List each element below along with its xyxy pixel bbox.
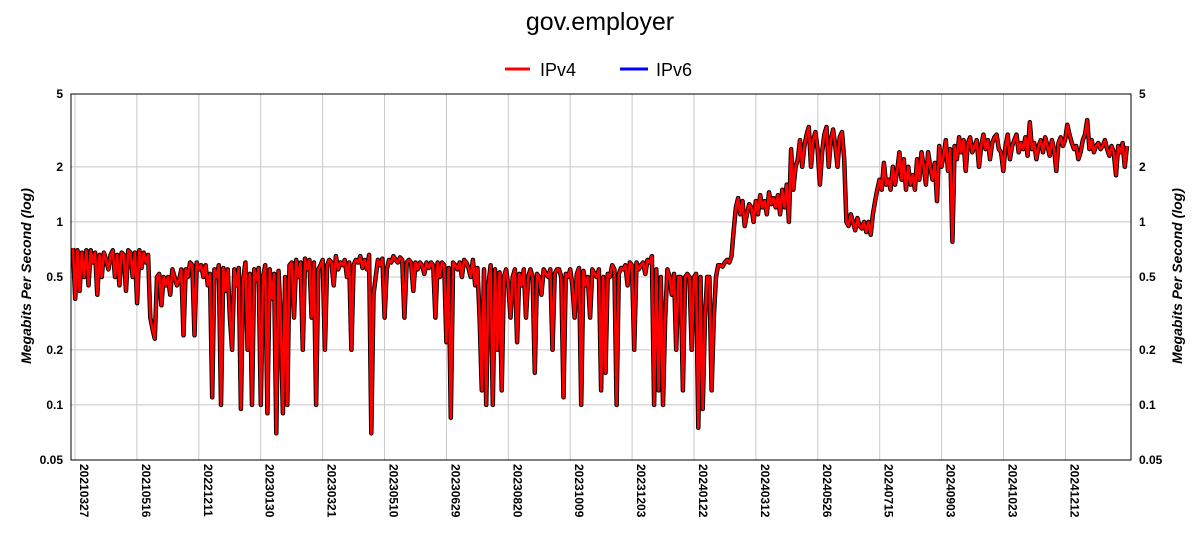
x-tick-label: 20231009 xyxy=(572,464,586,518)
x-tick-label: 20230321 xyxy=(325,464,339,518)
y-tick-label-left: 0.1 xyxy=(46,398,63,412)
y-axis-title-right: Megabits Per Second (log) xyxy=(1169,188,1185,364)
y-tick-label-right: 0.2 xyxy=(1139,343,1156,357)
x-tick-label: 20230629 xyxy=(448,464,462,518)
y-tick-label-right: 0.05 xyxy=(1139,453,1163,467)
y-tick-label-right: 0.5 xyxy=(1139,270,1156,284)
x-tick-label: 20240312 xyxy=(758,464,772,518)
x-tick-label: 20241212 xyxy=(1067,464,1081,518)
y-axis-ticks: 0.05 0.05 0.1 0.1 0.2 0.2 0.5 0.5 1 1 2 2 5 5 xyxy=(40,87,1163,467)
x-tick-label: 20240903 xyxy=(944,464,958,518)
legend-item-ipv6: IPv6 xyxy=(620,60,692,80)
y-tick-label-right: 0.1 xyxy=(1139,398,1156,412)
y-tick-label-left: 0.5 xyxy=(46,270,63,284)
x-tick-label: 20240122 xyxy=(696,464,710,518)
y-tick-label-left: 1 xyxy=(56,215,63,229)
legend: IPv4 IPv6 xyxy=(505,60,692,80)
y-tick-label-right: 5 xyxy=(1139,87,1146,101)
plot-area-frame xyxy=(70,93,1132,461)
x-tick-label: 20230820 xyxy=(510,464,524,518)
x-tick-label: 20240526 xyxy=(820,464,834,518)
x-tick-label: 20241023 xyxy=(1006,464,1020,518)
legend-label-ipv4: IPv4 xyxy=(540,60,576,80)
x-tick-label: 20240715 xyxy=(882,464,896,518)
x-tick-label: 20231203 xyxy=(634,464,648,518)
y-tick-label-left: 0.05 xyxy=(40,453,64,467)
legend-label-ipv6: IPv6 xyxy=(656,60,692,80)
x-axis-ticks: 20210327 20210516 20221211 20230130 20230321… xyxy=(77,464,1081,518)
y-tick-label-right: 2 xyxy=(1139,160,1146,174)
y-tick-label-left: 5 xyxy=(56,87,63,101)
legend-item-ipv4: IPv4 xyxy=(505,60,576,80)
x-tick-label: 20230510 xyxy=(387,464,401,518)
x-tick-label: 20230130 xyxy=(263,464,277,518)
y-tick-label-left: 2 xyxy=(56,160,63,174)
plot-lines xyxy=(70,117,1130,436)
x-tick-label: 20221211 xyxy=(201,464,215,517)
y-tick-label-right: 1 xyxy=(1139,215,1146,229)
x-tick-label: 20210327 xyxy=(77,464,91,518)
y-axis-title-left: Megabits Per Second (log) xyxy=(18,188,34,364)
x-tick-label: 20210516 xyxy=(139,464,153,518)
series-line-ipv4 xyxy=(71,118,1129,435)
chart-title: gov.employer xyxy=(526,8,674,36)
y-tick-label-left: 0.2 xyxy=(46,343,63,357)
